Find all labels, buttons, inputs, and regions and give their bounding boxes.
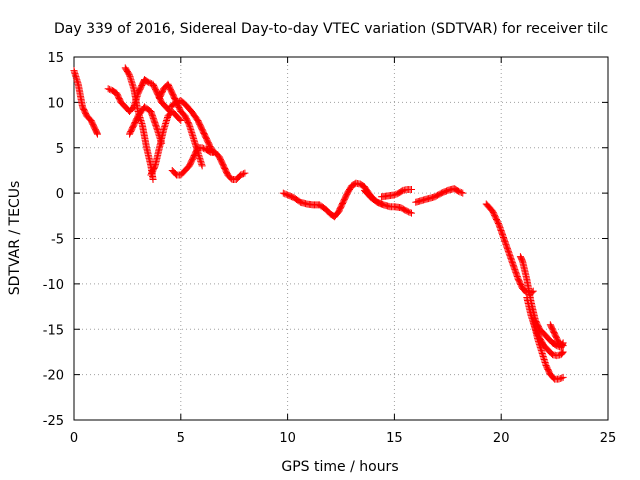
data-point xyxy=(238,170,246,178)
y-tick-label: -20 xyxy=(43,369,64,384)
data-point xyxy=(237,171,245,179)
data-point xyxy=(198,162,206,170)
series-seg-h xyxy=(166,97,217,156)
x-tick-label: 15 xyxy=(386,431,403,446)
data-point xyxy=(459,189,467,197)
data-point xyxy=(279,189,287,197)
x-tick-label: 25 xyxy=(600,431,617,446)
y-tick-label: -10 xyxy=(43,278,64,293)
series-seg-m xyxy=(378,185,415,201)
series-seg-s xyxy=(546,321,567,350)
data-point xyxy=(559,373,567,381)
series-seg-l xyxy=(360,186,415,217)
data-points xyxy=(70,64,567,383)
data-point xyxy=(558,349,566,357)
data-point xyxy=(173,98,181,106)
data-point xyxy=(407,209,415,217)
data-point xyxy=(457,189,465,197)
data-point xyxy=(241,169,249,177)
data-point xyxy=(556,375,564,383)
data-point xyxy=(405,208,413,216)
series-seg-q xyxy=(523,293,567,360)
data-point xyxy=(406,208,414,216)
x-tick-label: 10 xyxy=(279,431,296,446)
data-point xyxy=(104,85,112,93)
series-seg-f xyxy=(147,107,185,179)
data-point xyxy=(454,187,462,195)
x-tick-label: 20 xyxy=(493,431,510,446)
data-point xyxy=(558,350,566,358)
x-axis-ticks: 0 5 10 15 20 25 xyxy=(70,57,616,446)
y-tick-label: 10 xyxy=(47,96,64,111)
x-axis-label: GPS time / hours xyxy=(281,459,398,475)
series-seg-a xyxy=(70,67,101,138)
series-seg-k xyxy=(279,179,386,221)
data-point xyxy=(198,144,206,152)
series-seg-d xyxy=(126,103,166,147)
series-seg-r xyxy=(529,316,567,383)
data-point xyxy=(555,375,563,383)
y-tick-label: 15 xyxy=(47,51,64,66)
chart-title: Day 339 of 2016, Sidereal Day-to-day VTE… xyxy=(54,21,608,37)
data-point xyxy=(281,190,289,198)
data-point xyxy=(559,342,567,350)
data-point xyxy=(176,115,184,123)
data-point xyxy=(106,85,114,93)
data-point xyxy=(392,190,400,198)
series-seg-e xyxy=(140,76,174,115)
y-axis-ticks: -25 -20 -15 -10 -5 0 5 10 15 xyxy=(43,51,608,429)
y-tick-label: -25 xyxy=(43,414,64,429)
y-tick-label: -15 xyxy=(43,323,64,338)
data-point xyxy=(407,185,415,193)
data-point xyxy=(558,374,566,382)
y-axis-label: SDTVAR / TECUs xyxy=(7,181,23,296)
series-seg-j xyxy=(211,148,249,184)
data-point xyxy=(200,144,208,152)
data-point xyxy=(93,130,101,138)
data-point xyxy=(145,78,153,86)
y-tick-label: 0 xyxy=(56,187,64,202)
data-point xyxy=(456,188,464,196)
data-point xyxy=(239,170,247,178)
data-point xyxy=(390,191,398,199)
series-seg-g xyxy=(155,80,206,170)
series-seg-n xyxy=(412,185,467,206)
x-tick-label: 0 xyxy=(70,431,78,446)
data-point xyxy=(149,176,157,184)
series-seg-o xyxy=(482,200,537,297)
data-point xyxy=(177,117,185,125)
data-point xyxy=(403,207,411,215)
data-point xyxy=(559,348,567,356)
data-point xyxy=(93,129,101,137)
y-tick-label: 5 xyxy=(56,142,64,157)
x-tick-label: 5 xyxy=(177,431,185,446)
y-tick-label: -5 xyxy=(51,233,64,248)
data-point xyxy=(558,341,566,349)
